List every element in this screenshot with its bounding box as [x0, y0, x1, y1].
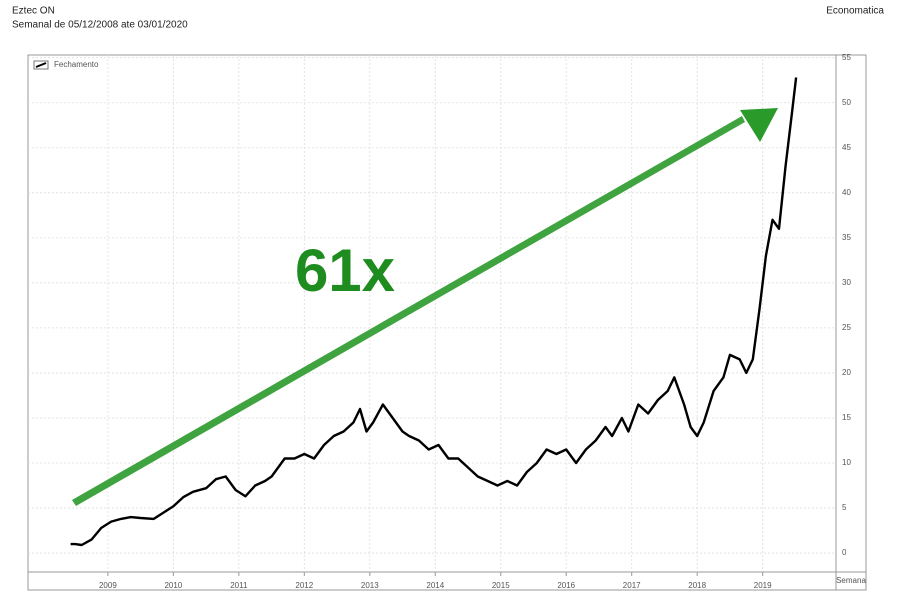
chart-title: Eztec ON — [12, 6, 55, 17]
y-tick-label: 35 — [842, 233, 851, 242]
y-tick-label: 10 — [842, 458, 851, 467]
x-tick-label: 2014 — [426, 581, 444, 590]
annotation-arrow — [72, 108, 778, 506]
x-tick-label: 2016 — [557, 581, 575, 590]
grid — [28, 55, 836, 572]
legend-swatch — [35, 62, 47, 68]
x-tick-label: 2011 — [230, 581, 248, 590]
chart-subtitle: Semanal de 05/12/2008 ate 03/01/2020 — [12, 20, 188, 31]
y-tick-label: 30 — [842, 278, 851, 287]
y-tick-label: 0 — [842, 548, 847, 557]
y-tick-label: 50 — [842, 98, 851, 107]
frame — [27, 54, 867, 591]
line — [70, 77, 798, 547]
x-tick-label: 2018 — [688, 581, 706, 590]
y-tick-label: 20 — [842, 368, 851, 377]
legend-label: Fechamento — [54, 60, 99, 69]
x-tick-label: 2010 — [164, 581, 182, 590]
y-tick-label: 55 — [842, 53, 851, 62]
source: Economatica — [826, 6, 884, 17]
y-tick-label: 15 — [842, 413, 851, 422]
x-tick-label: 2019 — [754, 581, 772, 590]
x-tick-label: 2015 — [492, 581, 510, 590]
y-tick-label: 25 — [842, 323, 851, 332]
y-tick-label: 5 — [842, 503, 847, 512]
x-tick-label: 2012 — [295, 581, 313, 590]
y-tick-label: 40 — [842, 188, 851, 197]
x-tick-label: 2009 — [99, 581, 117, 590]
annotation: 61x — [295, 237, 395, 304]
x-tick-label: 2013 — [361, 581, 379, 590]
y-tick-label: 45 — [842, 143, 851, 152]
x-axis-label: Semana — [836, 576, 866, 585]
x-tick-label: 2017 — [623, 581, 641, 590]
